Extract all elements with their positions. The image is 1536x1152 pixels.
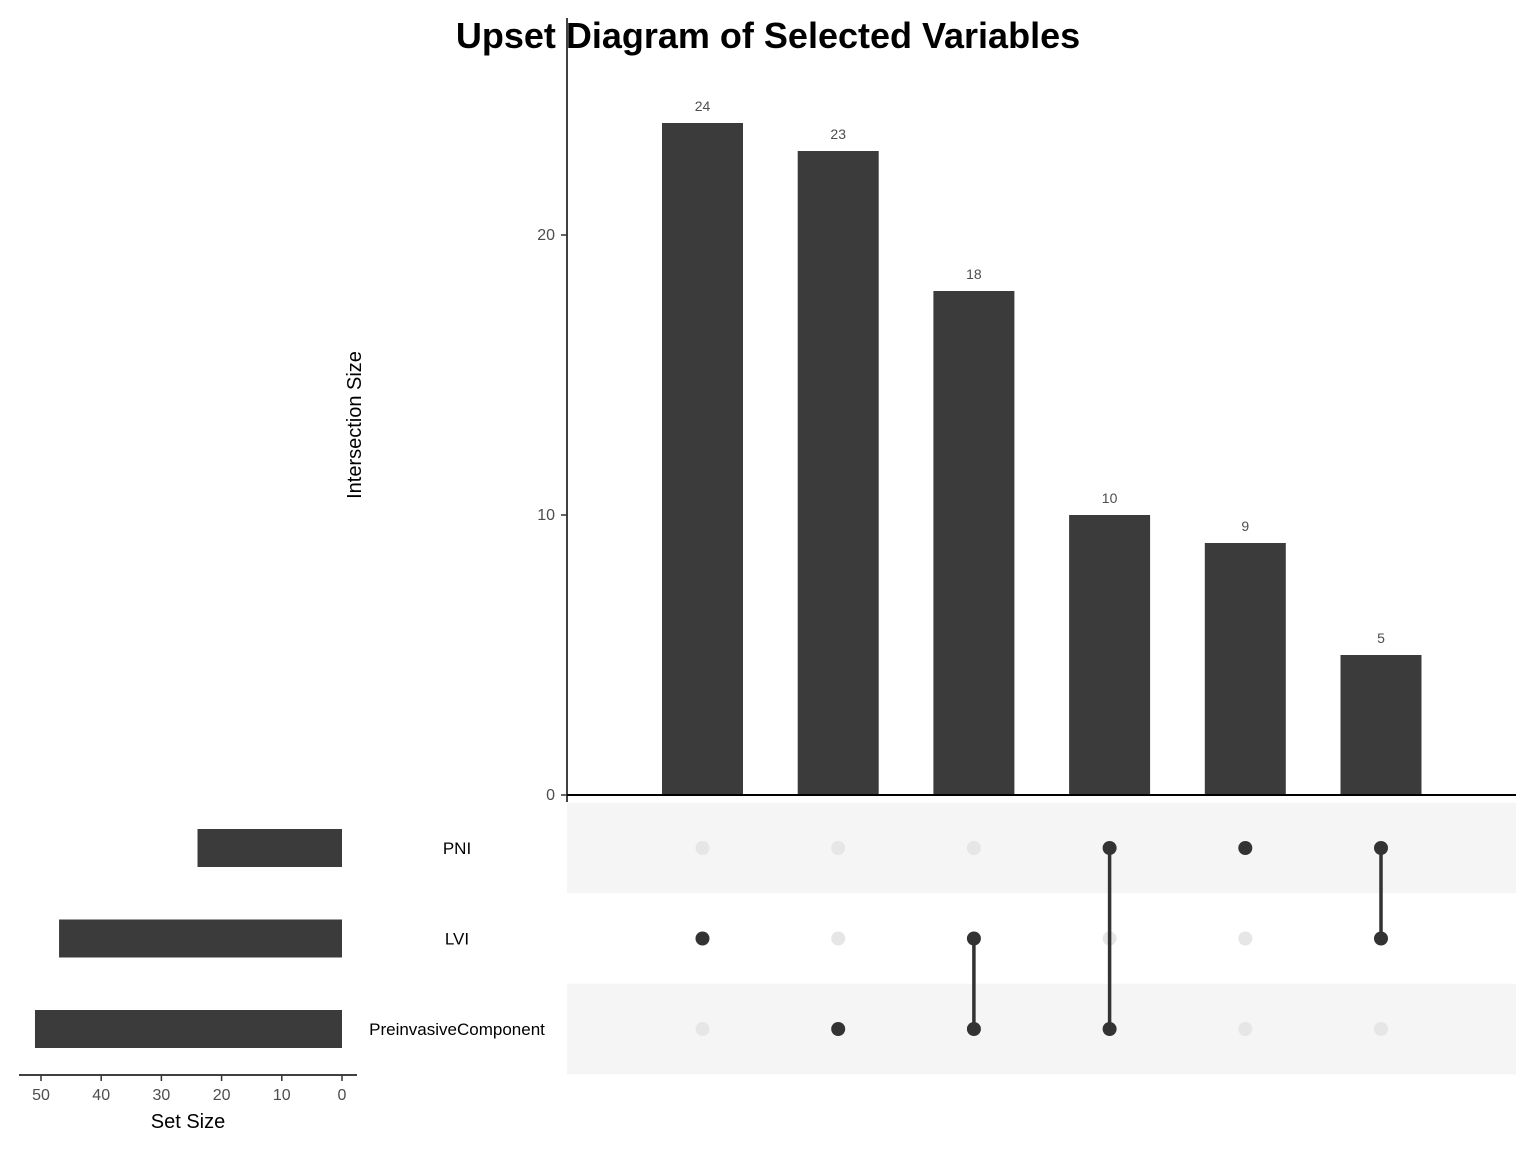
intersection-bar <box>1340 655 1422 795</box>
bar-value-label: 5 <box>1377 630 1385 646</box>
chart-title: Upset Diagram of Selected Variables <box>456 15 1080 56</box>
intersection-bar <box>797 151 879 795</box>
matrix-dot-active <box>1238 841 1253 855</box>
bar-value-label: 9 <box>1241 518 1249 534</box>
set-axis-tick-label: 10 <box>273 1087 291 1104</box>
set-label: LVI <box>445 930 469 949</box>
matrix-dot-active <box>831 1022 846 1036</box>
intersection-bar <box>1069 515 1151 795</box>
set-axis-tick-label: 0 <box>338 1087 347 1104</box>
matrix-dot-inactive <box>831 841 846 855</box>
intersection-bar <box>933 291 1015 795</box>
set-axis-tick-label: 50 <box>32 1087 50 1104</box>
membership-matrix <box>695 841 1388 1036</box>
matrix-dot-inactive <box>1238 931 1253 946</box>
bar-value-label: 18 <box>966 266 982 282</box>
matrix-dot-active <box>966 931 981 946</box>
intersection-bars: 24 23 18 10 9 5 <box>662 98 1422 795</box>
set-labels: PNI LVI PreinvasiveComponent <box>369 839 545 1039</box>
set-size-axis-title: Set Size <box>151 1111 225 1133</box>
matrix-dot-active <box>1102 841 1117 855</box>
intersection-size-axis: 0 10 20 <box>537 18 1516 804</box>
intersection-bar <box>662 123 743 795</box>
matrix-dot-inactive <box>966 841 981 855</box>
matrix-dot-inactive <box>695 841 710 855</box>
matrix-row-stripe <box>567 802 1516 894</box>
matrix-row-stripe <box>567 983 1516 1075</box>
y-axis-title: Intersection Size <box>344 351 366 499</box>
matrix-dot-active <box>1374 841 1388 855</box>
matrix-dot-active <box>1102 1022 1117 1036</box>
matrix-background <box>567 802 1516 1075</box>
matrix-dot-active <box>695 931 710 946</box>
set-size-bar <box>59 919 343 958</box>
bar-value-label: 10 <box>1102 490 1118 506</box>
matrix-dot-inactive <box>1374 1022 1388 1036</box>
set-size-bar <box>34 1010 342 1048</box>
set-size-axis: 50 40 30 20 10 0 <box>19 1074 357 1104</box>
set-label: PNI <box>443 839 471 858</box>
set-axis-tick-label: 40 <box>92 1087 110 1104</box>
bar-value-label: 23 <box>830 126 846 142</box>
matrix-dot-inactive <box>831 931 846 946</box>
y-tick-label: 20 <box>537 227 555 244</box>
set-size-bars <box>34 829 343 1048</box>
y-tick-label: 10 <box>537 507 555 524</box>
y-tick-label: 0 <box>546 787 555 804</box>
matrix-dot-active <box>1374 931 1388 946</box>
matrix-dot-inactive <box>695 1022 710 1036</box>
matrix-dot-inactive <box>1238 1022 1253 1036</box>
set-axis-tick-label: 20 <box>213 1087 231 1104</box>
intersection-bar <box>1204 543 1286 795</box>
matrix-dot-active <box>966 1022 981 1036</box>
set-label: PreinvasiveComponent <box>369 1020 545 1039</box>
set-size-bar <box>197 829 342 867</box>
set-axis-tick-label: 30 <box>153 1087 171 1104</box>
bar-value-label: 24 <box>695 98 711 114</box>
